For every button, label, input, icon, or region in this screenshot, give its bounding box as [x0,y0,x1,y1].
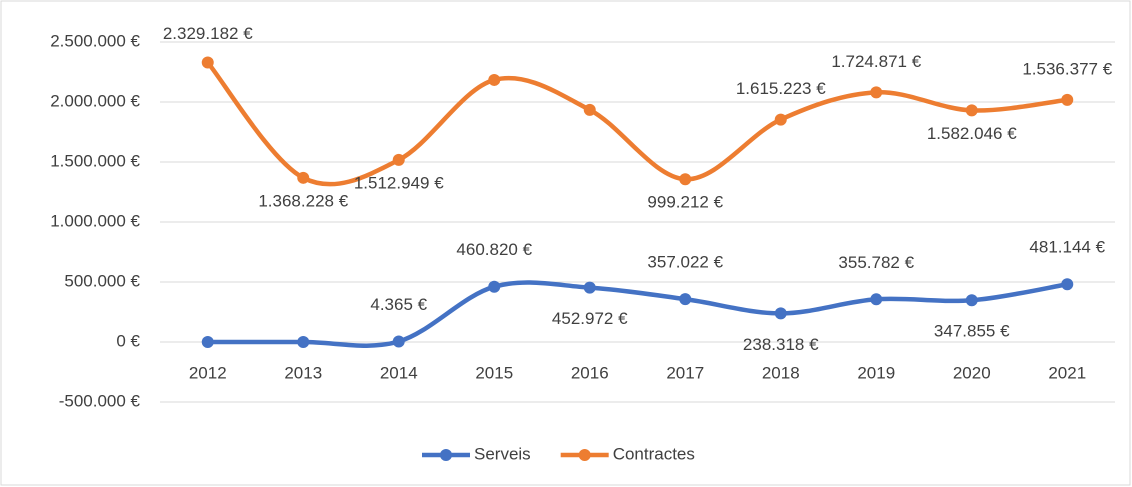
x-tick-label: 2021 [1048,363,1086,382]
y-tick-label: 500.000 € [64,271,140,290]
data-label: 481.144 € [1029,238,1105,257]
data-label: 1.724.871 € [831,52,921,71]
legend-label: Serveis [474,444,531,463]
x-tick-label: 2016 [571,363,609,382]
x-tick-label: 2020 [953,363,991,382]
data-point [1061,278,1074,291]
data-label: 238.318 € [743,335,819,354]
data-label: 1.615.223 € [736,79,826,98]
data-label: 357.022 € [647,253,723,272]
data-point [392,335,405,348]
x-tick-label: 2015 [475,363,513,382]
x-tick-label: 2013 [284,363,322,382]
data-point [774,307,787,320]
data-point [201,336,214,348]
x-tick-label: 2012 [189,363,227,382]
data-label: 1.723.029 € [449,0,539,2]
data-point [679,293,692,306]
data-label: 4.365 € [370,295,427,314]
data-label: 999.212 € [647,193,723,212]
x-tick-label: 2017 [666,363,704,382]
y-tick-label: 0 € [116,331,140,350]
series-line [205,60,1070,187]
y-tick-label: 2.500.000 € [50,31,140,50]
series-line [205,280,1070,348]
y-tick-label: 1.500.000 € [50,151,140,170]
y-tick-label: 2.000.000 € [50,91,140,110]
data-point [1061,93,1074,106]
data-point [870,293,883,306]
data-point [488,280,501,293]
y-tick-label: 1.000.000 € [50,211,140,230]
data-point [583,103,596,116]
data-label: 1.368.228 € [258,191,348,210]
data-point [965,294,978,307]
data-label: 1.512.949 € [354,173,444,192]
y-tick-label: -500.000 € [59,391,141,410]
data-point [774,113,787,126]
data-label: 1.536.377 € [1022,59,1112,78]
data-point [583,281,596,294]
data-label: 347.855 € [934,322,1010,341]
legend-label: Contractes [613,444,695,463]
data-label: 355.782 € [838,253,914,272]
x-tick-label: 2019 [857,363,895,382]
data-point [679,173,692,186]
x-tick-label: 2018 [762,363,800,382]
data-point [201,56,214,69]
data-label: 2.329.182 € [163,24,253,43]
data-point [297,336,310,348]
data-label: 452.972 € [552,309,628,328]
data-label: 460.820 € [456,240,532,259]
data-point [870,86,883,99]
legend-marker [440,449,452,461]
data-label: 1.582.046 € [927,124,1017,143]
data-point [392,153,405,166]
x-tick-label: 2014 [380,363,418,382]
data-point [488,73,501,86]
legend-marker [578,449,591,461]
data-point [297,171,310,184]
data-point [965,104,978,117]
